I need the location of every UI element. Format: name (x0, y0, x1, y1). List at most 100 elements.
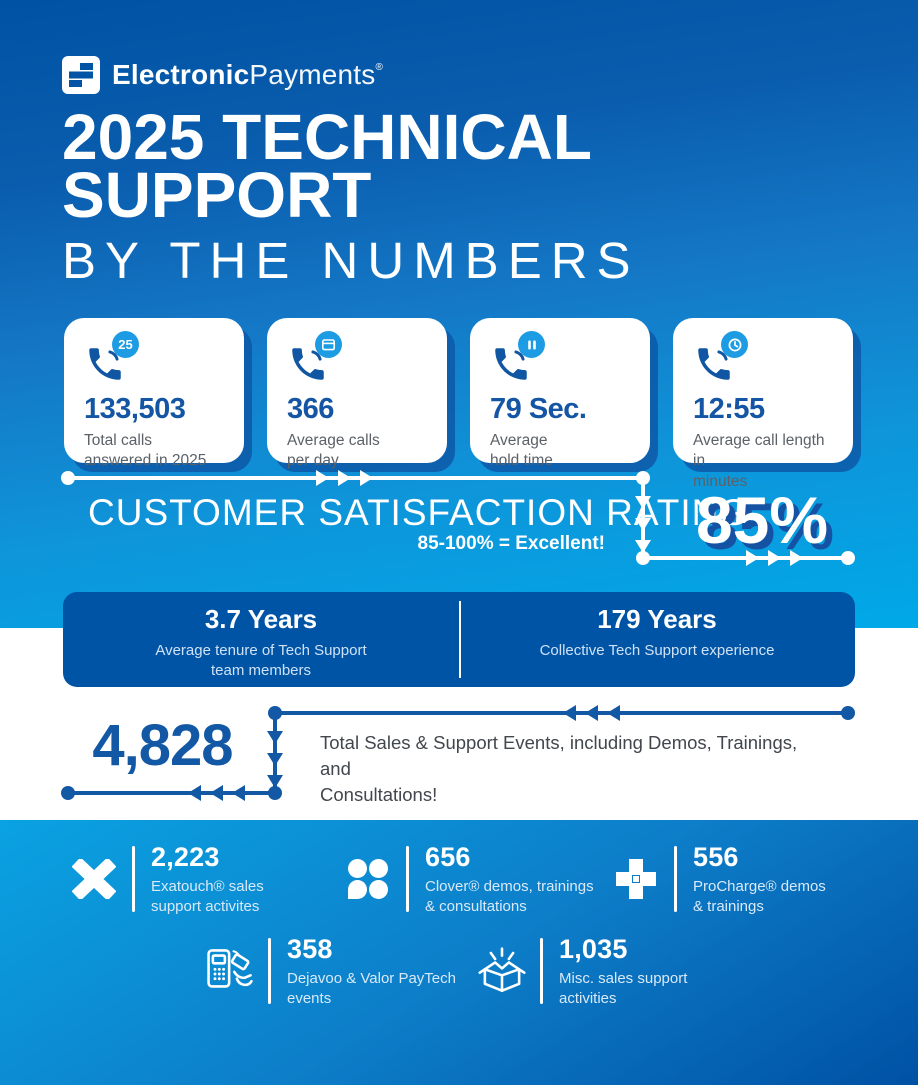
brand-name-bold: Electronic (112, 59, 250, 90)
stat-card-total-calls: 25 133,503 Total calls answered in 2025 (64, 318, 244, 469)
stat-label-line: answered in 2025 (84, 452, 207, 470)
breakdown-item-procharge: 556 ProCharge® demos & trainings (612, 842, 826, 917)
clock-icon (728, 338, 741, 351)
stat-label-line: Total calls (84, 432, 153, 449)
phone-icon (698, 348, 730, 380)
stat-label: Average hold time (490, 431, 636, 472)
breakdown-item-exatouch: 2,223 Exatouch® sales support activites (70, 842, 264, 917)
phone-icon-wrap (693, 331, 763, 386)
item-divider (674, 846, 677, 912)
badge-pause (518, 331, 545, 358)
stat-card-calls-per-day: 366 Average calls per day (267, 318, 447, 469)
satisfaction-note: 85-100% = Excellent! (417, 533, 605, 554)
breakdown-label-line: Clover® demos, trainings (425, 877, 594, 895)
banner-divider (459, 601, 461, 678)
brand-name: ElectronicPayments® (112, 59, 383, 91)
top-gradient-background (0, 0, 918, 628)
satisfaction-value: 85% (695, 483, 829, 557)
brand-logo: ElectronicPayments® (62, 56, 383, 94)
item-divider (406, 846, 409, 912)
phone-icon (89, 348, 121, 380)
badge-count: 25 (112, 331, 139, 358)
calendar-icon (321, 339, 335, 351)
stat-label-line: per day (287, 452, 339, 470)
item-divider (540, 938, 543, 1004)
stat-label-line: Average calls (287, 432, 380, 449)
breakdown-label-line: Dejavoo & Valor PayTech (287, 969, 456, 987)
tenure-left: 3.7 Years Average tenure of Tech Support… (63, 592, 459, 687)
badge-count-text: 25 (118, 337, 133, 352)
breakdown-value: 1,035 (559, 933, 628, 964)
breakdown-item-clover: 656 Clover® demos, trainings & consultat… (344, 842, 594, 917)
breakdown-label-line: & trainings (693, 897, 764, 915)
breakdown-label: Clover® demos, trainings & consultations (425, 877, 594, 917)
pause-icon (527, 340, 536, 349)
stat-value: 79 Sec. (490, 393, 587, 425)
phone-icon-wrap (490, 331, 560, 386)
breakdown-label: Misc. sales support activities (559, 969, 687, 1009)
tenure-label-line: Collective Tech Support experience (539, 642, 775, 659)
phone-icon (292, 348, 324, 380)
stat-label: Total calls answered in 2025 (84, 431, 230, 472)
breakdown-item-dejavoo-valor: 358 Dejavoo & Valor PayTech events (206, 934, 456, 1009)
satisfaction-heading: CUSTOMER SATISFACTION RATING (88, 492, 750, 533)
breakdown-text: 1,035 Misc. sales support activities (559, 934, 687, 1009)
registered-mark: ® (375, 62, 384, 73)
breakdown-value: 358 (287, 933, 333, 964)
tenure-label-line: team members (210, 662, 312, 680)
payment-terminal-icon (206, 942, 254, 1000)
breakdown-label: ProCharge® demos & trainings (693, 877, 826, 917)
breakdown-label-line: support activites (151, 897, 260, 915)
page-title: 2025 TECHNICAL SUPPORT BY THE NUMBERS (62, 101, 640, 286)
stat-value: 366 (287, 393, 334, 425)
tenure-right-label: Collective Tech Support experience (459, 641, 855, 661)
breakdown-text: 358 Dejavoo & Valor PayTech events (287, 934, 456, 1009)
breakdown-label: Dejavoo & Valor PayTech events (287, 969, 456, 1009)
tenure-banner: 3.7 Years Average tenure of Tech Support… (63, 592, 855, 687)
breakdown-text: 656 Clover® demos, trainings & consultat… (425, 842, 594, 917)
stat-label: Average call length in minutes (693, 431, 839, 492)
stat-value: 12:55 (693, 393, 765, 425)
breakdown-label-line: activities (559, 989, 617, 1007)
events-total-label: Total Sales & Support Events, including … (320, 730, 800, 808)
stat-card-hold-time: 79 Sec. Average hold time (470, 318, 650, 469)
breakdown-label-line: Misc. sales support (559, 969, 688, 987)
open-box-icon (478, 943, 526, 999)
clover-icon (344, 859, 392, 899)
brand-name-light: Payments (249, 59, 376, 90)
procharge-plus-icon (612, 859, 660, 899)
exatouch-x-icon (70, 859, 118, 899)
breakdown-value: 556 (693, 841, 739, 872)
breakdown-text: 556 ProCharge® demos & trainings (693, 842, 826, 917)
tenure-label-line: Average tenure of Tech Support (155, 642, 367, 659)
stat-label-line: Average (490, 432, 548, 449)
breakdown-text: 2,223 Exatouch® sales support activites (151, 842, 264, 917)
tenure-right: 179 Years Collective Tech Support experi… (459, 592, 855, 687)
stat-card-call-length: 12:55 Average call length in minutes (673, 318, 853, 490)
events-label-line: Total Sales & Support Events, including … (320, 732, 798, 779)
bottom-gradient-background (0, 820, 918, 1085)
phone-icon-wrap (287, 331, 357, 386)
electronic-payments-mark-icon (62, 56, 100, 94)
tenure-right-value: 179 Years (597, 604, 717, 634)
stat-label: Average calls per day (287, 431, 433, 472)
stat-value: 133,503 (84, 393, 186, 425)
breakdown-value: 2,223 (151, 841, 220, 872)
badge-clock (721, 331, 748, 358)
breakdown-label-line: ProCharge® demos (693, 877, 826, 895)
phone-icon (495, 348, 527, 380)
breakdown-label: Exatouch® sales support activites (151, 877, 264, 917)
breakdown-value: 656 (425, 841, 471, 872)
title-line-1: 2025 TECHNICAL (62, 101, 592, 173)
events-label-line: Consultations! (320, 783, 438, 805)
item-divider (132, 846, 135, 912)
breakdown-label-line: Exatouch® sales (151, 877, 264, 895)
tenure-left-label: Average tenure of Tech Support team memb… (63, 641, 459, 682)
breakdown-label-line: & consultations (425, 897, 527, 915)
item-divider (268, 938, 271, 1004)
breakdown-label-line: events (287, 989, 332, 1007)
stat-label-line: hold time (490, 452, 553, 470)
tenure-left-value: 3.7 Years (204, 604, 318, 634)
title-line-2: SUPPORT (62, 159, 372, 231)
